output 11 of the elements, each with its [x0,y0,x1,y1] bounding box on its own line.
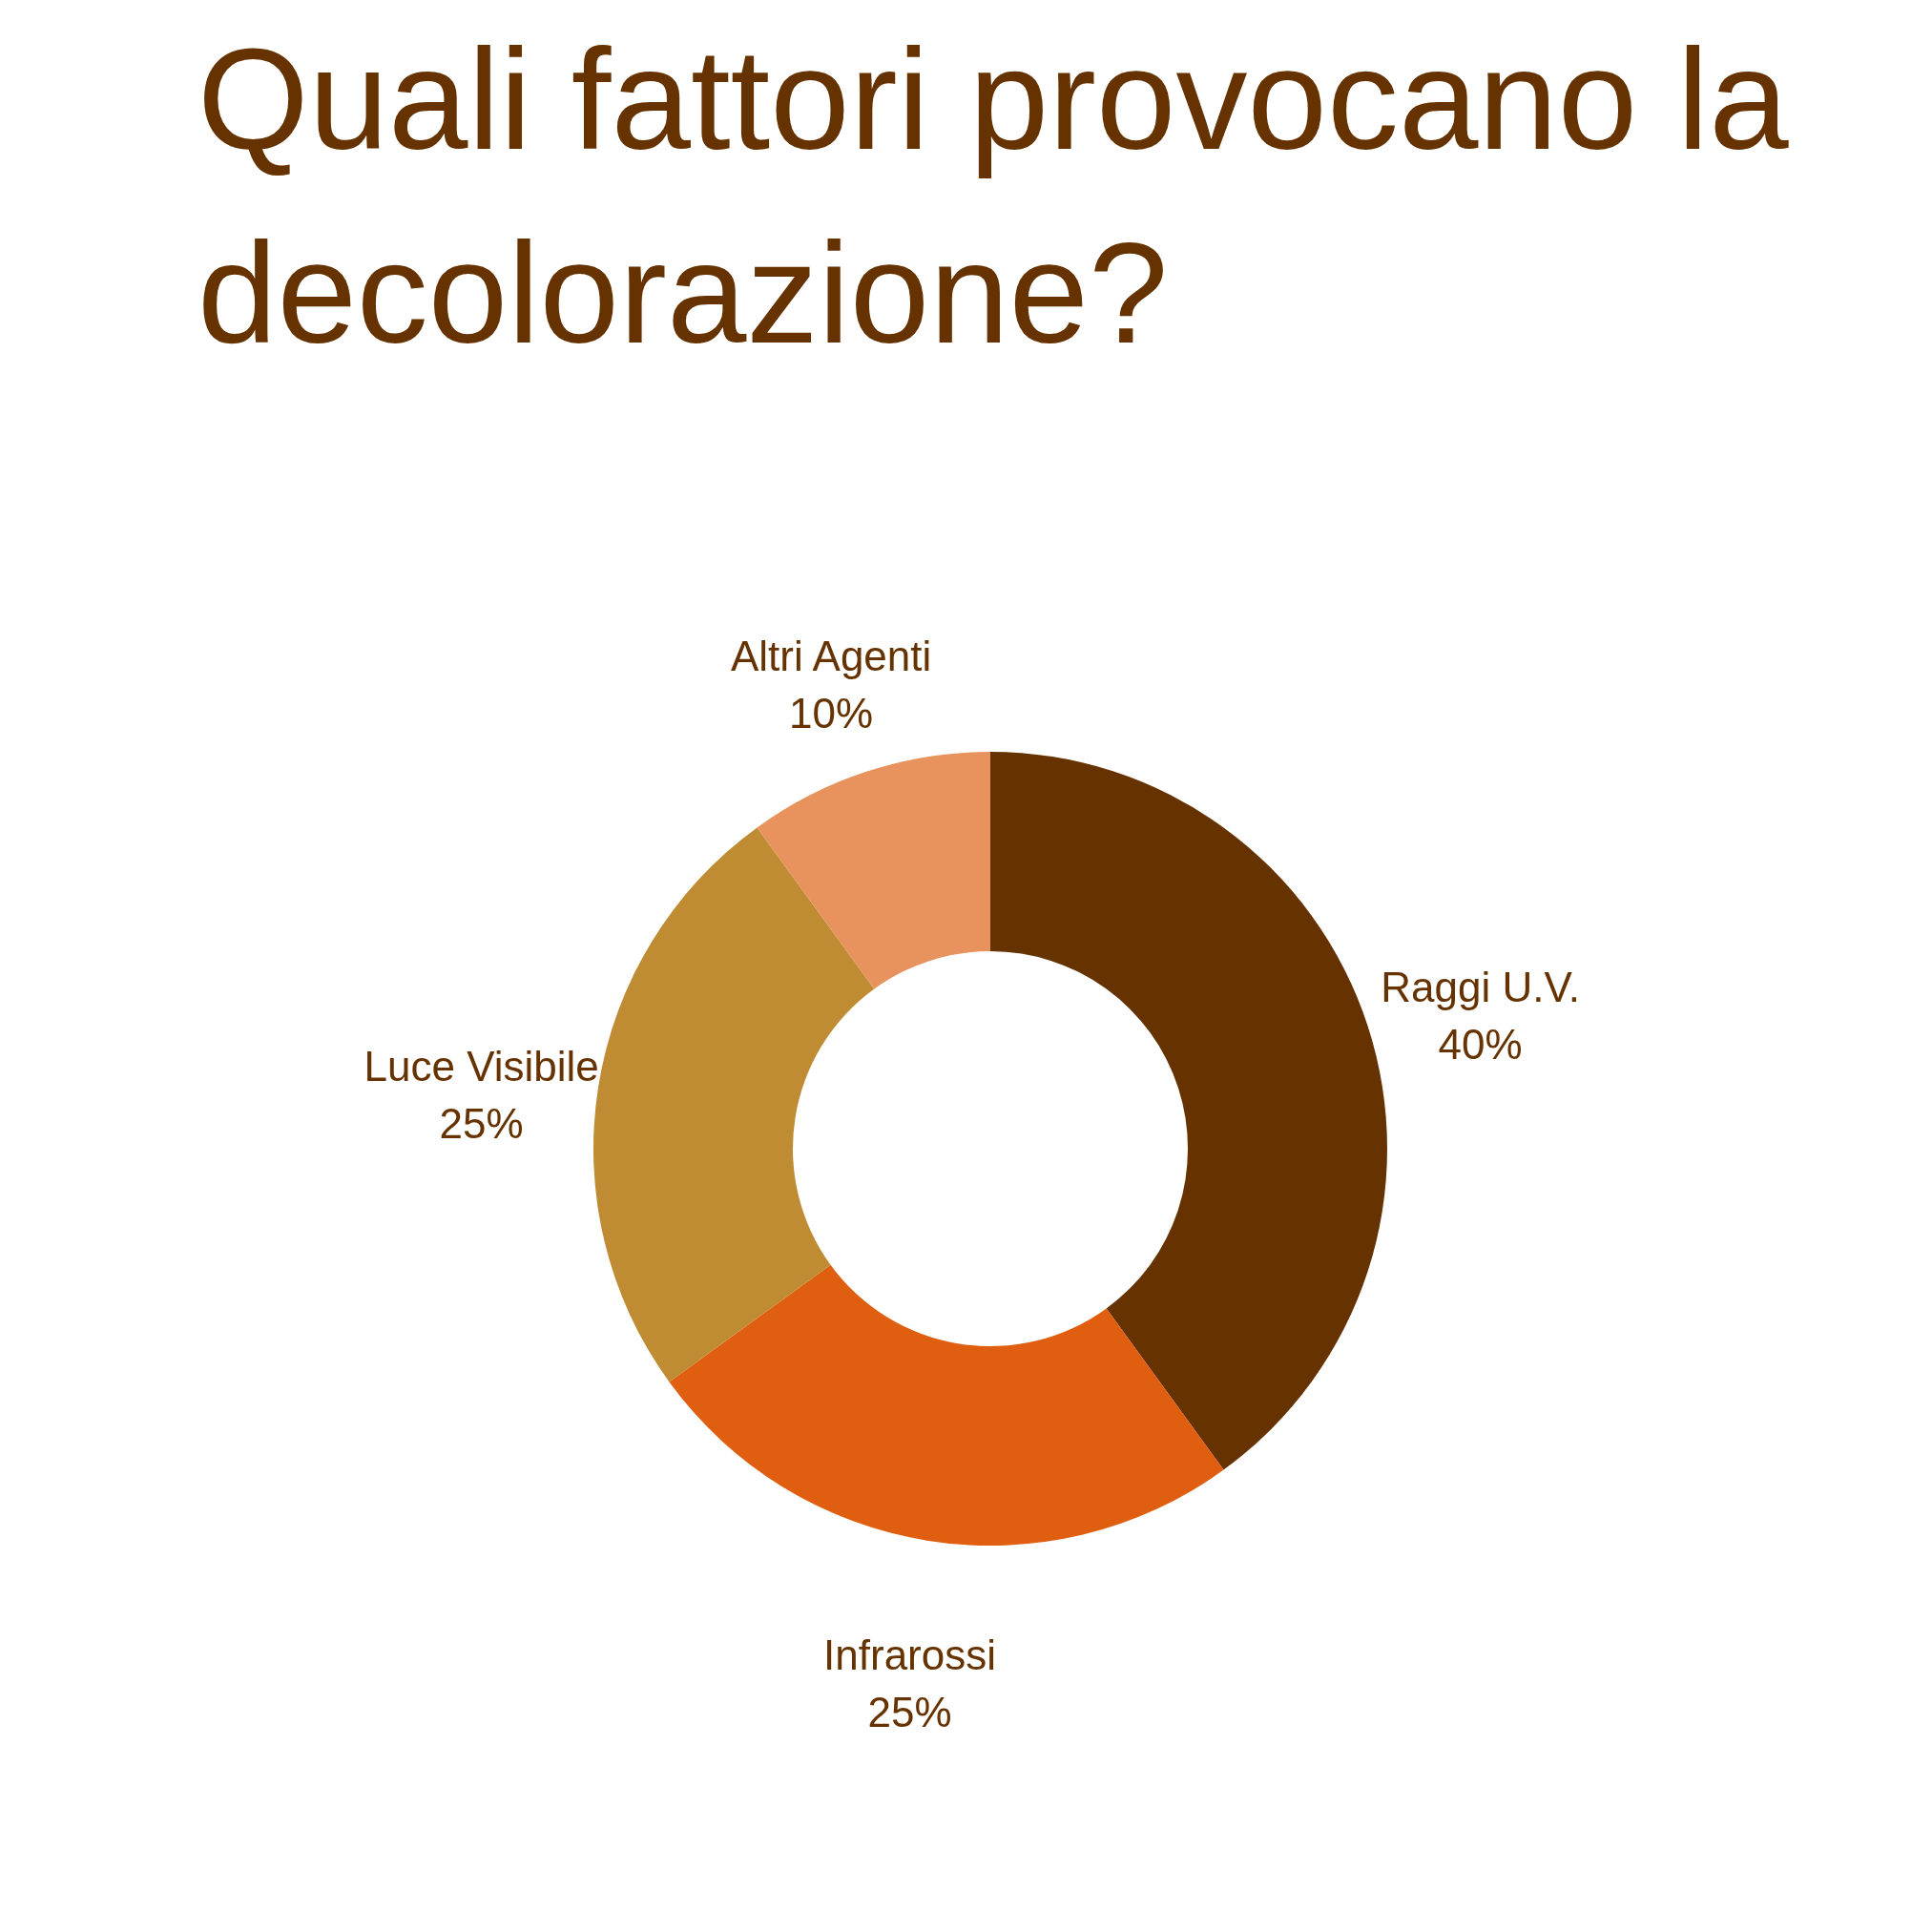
data-label: 40% [1438,1021,1523,1069]
slice-label: Raggi U.V. [1381,964,1580,1011]
donut-slice [757,752,990,989]
slice-label: Luce Visibile [364,1042,599,1090]
data-label: 25% [867,1689,952,1736]
chart-title: Quali fattori provocano la decolorazione? [197,19,1790,373]
slice-label: Altri Agenti [730,633,932,680]
data-label: 25% [439,1099,524,1147]
data-label: 10% [789,690,874,737]
slice-label: Infrarossi [823,1631,996,1679]
donut-slice [669,1264,1224,1546]
